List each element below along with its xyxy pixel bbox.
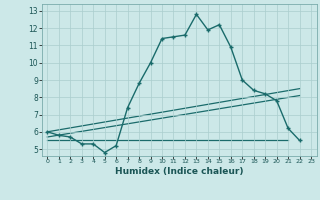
X-axis label: Humidex (Indice chaleur): Humidex (Indice chaleur)	[115, 167, 244, 176]
